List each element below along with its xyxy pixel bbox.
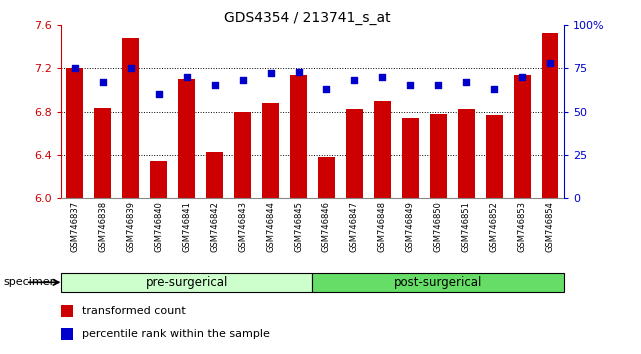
Point xyxy=(545,60,555,66)
Point xyxy=(126,65,136,71)
Bar xyxy=(206,152,223,198)
Bar xyxy=(346,109,363,198)
Bar xyxy=(151,161,167,198)
Bar xyxy=(61,273,313,292)
Point xyxy=(294,69,304,74)
Bar xyxy=(290,75,307,198)
Point xyxy=(154,91,164,97)
Point xyxy=(433,82,444,88)
Point xyxy=(97,79,108,85)
Point xyxy=(265,70,276,76)
Bar xyxy=(94,108,112,198)
Point xyxy=(210,82,220,88)
Point xyxy=(489,86,499,92)
Point xyxy=(349,78,360,83)
Bar xyxy=(61,328,73,340)
Bar xyxy=(234,112,251,198)
Bar xyxy=(402,118,419,198)
Text: pre-surgerical: pre-surgerical xyxy=(146,276,228,289)
Point xyxy=(405,82,415,88)
Bar xyxy=(313,273,564,292)
Bar xyxy=(262,103,279,198)
Bar xyxy=(486,115,503,198)
Bar xyxy=(178,79,195,198)
Bar xyxy=(514,75,531,198)
Point xyxy=(461,79,471,85)
Bar xyxy=(122,38,139,198)
Text: GDS4354 / 213741_s_at: GDS4354 / 213741_s_at xyxy=(224,11,391,25)
Text: post-surgerical: post-surgerical xyxy=(394,276,483,289)
Bar xyxy=(67,68,83,198)
Bar xyxy=(430,114,447,198)
Bar xyxy=(61,305,73,317)
Point xyxy=(517,74,528,80)
Point xyxy=(181,74,192,80)
Bar xyxy=(542,33,558,198)
Text: specimen: specimen xyxy=(3,277,57,287)
Point xyxy=(237,78,247,83)
Point xyxy=(378,74,388,80)
Bar xyxy=(458,109,474,198)
Bar xyxy=(374,101,391,198)
Text: percentile rank within the sample: percentile rank within the sample xyxy=(82,329,270,339)
Text: transformed count: transformed count xyxy=(82,306,186,316)
Point xyxy=(321,86,331,92)
Point xyxy=(70,65,80,71)
Bar xyxy=(318,157,335,198)
